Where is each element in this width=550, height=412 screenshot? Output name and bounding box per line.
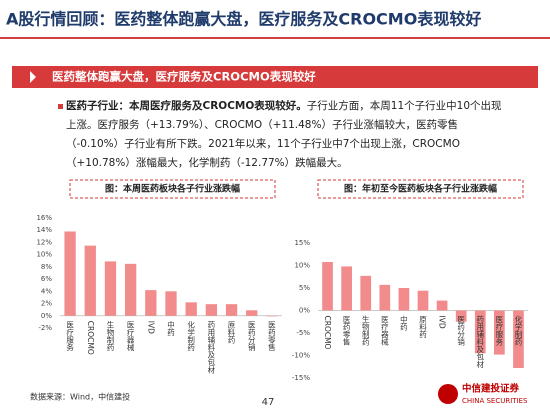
y-tick-label: 15% — [294, 239, 310, 247]
y-tick-label: 4% — [41, 287, 52, 295]
paragraph-body: 子行业方面，本周11个子行业中10个出现上涨。医疗服务（+13.79%）、CRO… — [66, 100, 502, 169]
y-tick-label: 16% — [36, 214, 52, 222]
paragraph: 医药子行业：本周医疗服务及CROCMO表现较好。子行业方面，本周11个子行业中1… — [66, 97, 506, 173]
chart-title-box — [317, 179, 524, 199]
logo-mark — [438, 384, 458, 404]
x-tick-label: 医疗服务 — [495, 315, 504, 347]
source: 数据来源：Wind，中信建投 — [30, 392, 130, 402]
y-tick-label: 0% — [299, 307, 310, 315]
bar — [165, 291, 177, 316]
y-tick-label: 10% — [36, 251, 52, 259]
x-tick-label: 生物制药 — [361, 314, 370, 347]
banner-text: 医药整体跑赢大盘，医疗服务及CROCMO表现较好 — [52, 70, 316, 84]
bar — [185, 302, 197, 316]
x-tick-label: 医药分销 — [247, 320, 256, 352]
x-tick-label: 原料药 — [418, 315, 427, 339]
bullet — [58, 104, 63, 109]
bar — [64, 231, 76, 316]
y-tick-label: 10% — [294, 262, 310, 270]
x-tick-label: IVD — [438, 316, 447, 329]
y-tick-label: 6% — [41, 275, 52, 283]
bar — [398, 288, 410, 311]
bar — [205, 304, 218, 316]
bar — [494, 310, 505, 355]
x-tick-label: 原料药 — [227, 320, 236, 344]
logo-cn: 中信建投证券 — [462, 383, 520, 395]
logo-en: CHINA SECURITIES — [462, 397, 528, 405]
y-tick-label: 8% — [41, 263, 52, 271]
bar — [84, 245, 96, 316]
paragraph-lead: 医药子行业：本周医疗服务及CROCMO表现较好。 — [66, 100, 307, 112]
bar — [341, 266, 352, 311]
chart-title: 图：年初至今医药板块各子行业涨跌幅 — [344, 183, 497, 195]
bar — [124, 263, 137, 316]
x-tick-label: 医疗服务 — [65, 320, 74, 352]
bar — [360, 275, 372, 311]
chart-title-box — [69, 179, 276, 199]
x-tick-label: IVD — [146, 321, 155, 334]
y-tick-label: -5% — [296, 329, 310, 337]
x-tick-label: 医疗器械 — [380, 315, 389, 347]
bar — [417, 290, 429, 311]
x-tick-label: 医疗器械 — [126, 320, 135, 352]
chart-title: 图：本周医药板块各子行业涨跌幅 — [105, 183, 240, 195]
y-tick-label: 12% — [36, 238, 52, 246]
x-tick-label: 中药 — [166, 319, 175, 337]
bar — [474, 310, 486, 354]
bar — [246, 310, 258, 316]
banner-arrow — [30, 71, 36, 83]
bar — [266, 315, 278, 317]
x-tick-label: CROCMO — [323, 316, 332, 350]
bar — [225, 304, 238, 316]
bar — [379, 284, 391, 311]
x-tick-label: 药用辅料及包材 — [476, 314, 485, 368]
x-tick-label: 化学制药 — [186, 319, 195, 352]
x-tick-label: 化学制药 — [514, 314, 523, 347]
bar — [436, 300, 448, 311]
bar — [513, 310, 524, 368]
bar — [145, 290, 157, 316]
x-tick-label: CROCMO — [86, 321, 95, 355]
slide-title: A股行情回顾：医药整体跑赢大盘，医疗服务及CROCMO表现较好 — [6, 10, 481, 29]
x-tick-label: 药用辅料及包材 — [207, 319, 216, 373]
y-tick-label: 14% — [36, 226, 52, 234]
page-number: 47 — [262, 397, 275, 408]
paragraph-box: 医药子行业：本周医疗服务及CROCMO表现较好。子行业方面，本周11个子行业中1… — [66, 97, 506, 173]
bar — [104, 261, 117, 316]
banner-bg — [12, 66, 538, 88]
x-tick-label: 医药零售 — [342, 315, 351, 347]
x-tick-label: 医药分销 — [456, 315, 465, 347]
y-tick-label: 5% — [299, 284, 310, 292]
x-tick-label: 中药 — [399, 314, 408, 332]
y-tick-label: -15% — [292, 374, 310, 382]
y-tick-label: -10% — [292, 352, 310, 360]
x-tick-label: 生物制药 — [106, 319, 115, 352]
bar — [322, 261, 333, 311]
x-tick-label: 医药零售 — [267, 320, 276, 352]
bar — [455, 310, 467, 322]
y-tick-label: 0% — [41, 312, 52, 320]
y-tick-label: -2% — [38, 324, 52, 332]
y-tick-label: 2% — [41, 300, 52, 308]
